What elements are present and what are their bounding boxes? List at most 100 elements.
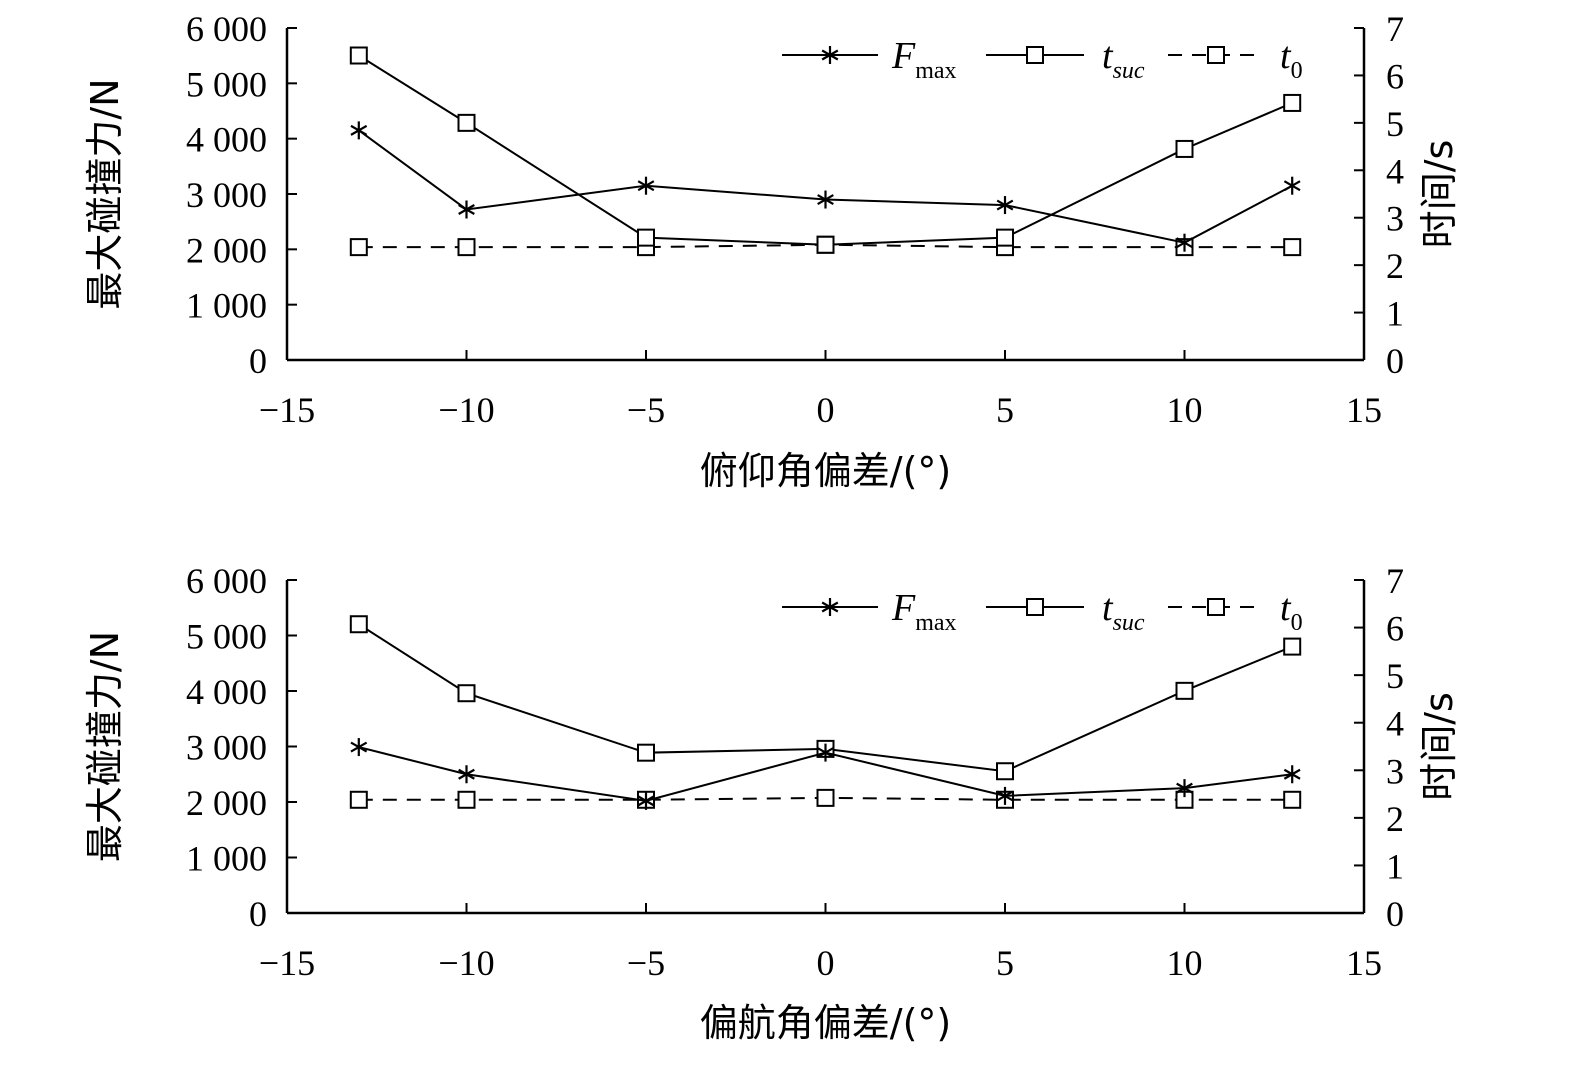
y-left-tick-label: 4 000 <box>186 672 267 712</box>
data-point-star <box>350 121 368 140</box>
y-right-tick-label: 1 <box>1386 846 1404 886</box>
legend-item-F-max: Fmax <box>782 35 957 84</box>
data-point-star <box>458 200 475 219</box>
legend-label-main: F <box>891 35 916 77</box>
star-stroke <box>637 795 655 807</box>
legend-label-main: F <box>891 587 916 629</box>
x-tick-label: −15 <box>259 943 315 983</box>
legend-label-subscript: 0 <box>1291 58 1303 84</box>
star-stroke <box>821 601 839 613</box>
y-right-tick-label: 5 <box>1386 104 1404 144</box>
legend-item-t-0: t0 <box>1168 587 1303 636</box>
data-point-square <box>349 790 368 809</box>
y-left-tick-label: 1 000 <box>186 839 267 879</box>
series-line <box>358 129 1293 244</box>
data-point-star <box>996 196 1014 215</box>
x-tick-label: 10 <box>1167 943 1203 983</box>
x-tick-label: −10 <box>438 943 494 983</box>
legend-marker-star <box>821 598 839 616</box>
star-stroke <box>817 747 834 759</box>
y-left-axis-title: 最大碰撞力/N <box>83 78 127 309</box>
star-stroke <box>996 790 1014 802</box>
legend-item-t-0: t0 <box>1168 35 1303 84</box>
star-stroke <box>817 194 834 205</box>
y-left-tick-label: 0 <box>249 894 267 934</box>
legend-label-subscript: suc <box>1113 58 1145 84</box>
legend-label: Fmax <box>891 35 957 84</box>
star-stroke <box>1176 782 1193 794</box>
y-left-tick-label: 2 000 <box>186 230 267 270</box>
y-left-tick-label: 0 <box>249 341 267 381</box>
legend-label: Fmax <box>891 587 957 636</box>
y-left-tick-label: 2 000 <box>186 783 267 823</box>
legend-label-main: t <box>1102 587 1114 629</box>
x-axis-title: 俯仰角偏差/(°) <box>700 449 951 493</box>
legend-marker-square <box>1207 598 1225 616</box>
data-point-square <box>457 238 476 257</box>
x-tick-label: 15 <box>1346 390 1382 430</box>
data-point-star <box>996 786 1014 805</box>
x-tick-label: 0 <box>817 943 835 983</box>
legend-label-main: t <box>1280 587 1292 629</box>
data-point-star <box>1176 233 1193 252</box>
data-point-square <box>1175 681 1194 700</box>
y-left-tick-label: 6 000 <box>186 561 267 601</box>
legend-label: t0 <box>1280 35 1303 84</box>
data-point-square <box>457 684 476 703</box>
series-t-suc <box>349 46 1302 254</box>
y-left-tick-label: 3 000 <box>186 728 267 768</box>
y-right-tick-label: 7 <box>1386 561 1404 601</box>
y-right-axis-title: 时间/s <box>1417 140 1461 249</box>
data-point-square <box>457 113 476 132</box>
legend-item-t-suc: tsuc <box>986 35 1145 84</box>
y-right-tick-label: 0 <box>1386 341 1404 381</box>
legend-label-main: t <box>1102 35 1114 77</box>
legend-label: t0 <box>1280 587 1303 636</box>
legend-label-subscript: max <box>915 610 956 636</box>
y-right-tick-label: 2 <box>1386 799 1404 839</box>
data-point-square <box>816 235 835 254</box>
legend-marker-square <box>1026 46 1044 64</box>
x-tick-label: 15 <box>1346 943 1382 983</box>
legend-marker-star <box>821 46 839 64</box>
data-point-square <box>1283 637 1302 656</box>
data-point-square <box>349 46 368 65</box>
y-right-tick-label: 4 <box>1386 151 1404 191</box>
star-stroke <box>1283 768 1301 780</box>
star-stroke <box>821 49 839 61</box>
series-line <box>358 54 1293 246</box>
data-point-square <box>1283 790 1302 809</box>
legend-marker-square <box>1026 598 1044 616</box>
legend: Fmax tsuc t0 <box>782 587 1303 636</box>
data-point-square <box>457 790 476 809</box>
data-point-square <box>996 228 1014 247</box>
y-right-axis-title: 时间/s <box>1417 692 1461 801</box>
y-right-tick-label: 3 <box>1386 751 1404 791</box>
star-stroke <box>1176 237 1193 249</box>
y-right-tick-label: 6 <box>1386 56 1404 96</box>
data-point-square <box>816 788 835 807</box>
y-left-tick-label: 5 000 <box>186 617 267 657</box>
x-tick-label: 10 <box>1167 390 1203 430</box>
data-point-square <box>349 238 368 257</box>
y-right-tick-label: 5 <box>1386 656 1404 696</box>
data-point-star <box>1176 779 1193 798</box>
legend-item-t-suc: tsuc <box>986 587 1145 636</box>
y-right-tick-label: 7 <box>1386 9 1404 49</box>
data-point-square <box>1283 93 1302 112</box>
data-point-square <box>996 762 1014 781</box>
data-point-square <box>637 228 655 247</box>
data-point-star <box>817 743 834 762</box>
data-point-star <box>458 765 475 784</box>
x-axis-title: 偏航角偏差/(°) <box>700 1001 951 1045</box>
data-point-star <box>637 791 655 810</box>
star-stroke <box>458 204 475 215</box>
star-stroke <box>350 124 368 136</box>
data-point-square <box>637 743 655 762</box>
series-F-max <box>350 121 1301 252</box>
series-t-0 <box>349 788 1302 809</box>
star-stroke <box>1283 180 1301 192</box>
y-left-tick-label: 5 000 <box>186 64 267 104</box>
legend-marker-square <box>1207 46 1225 64</box>
